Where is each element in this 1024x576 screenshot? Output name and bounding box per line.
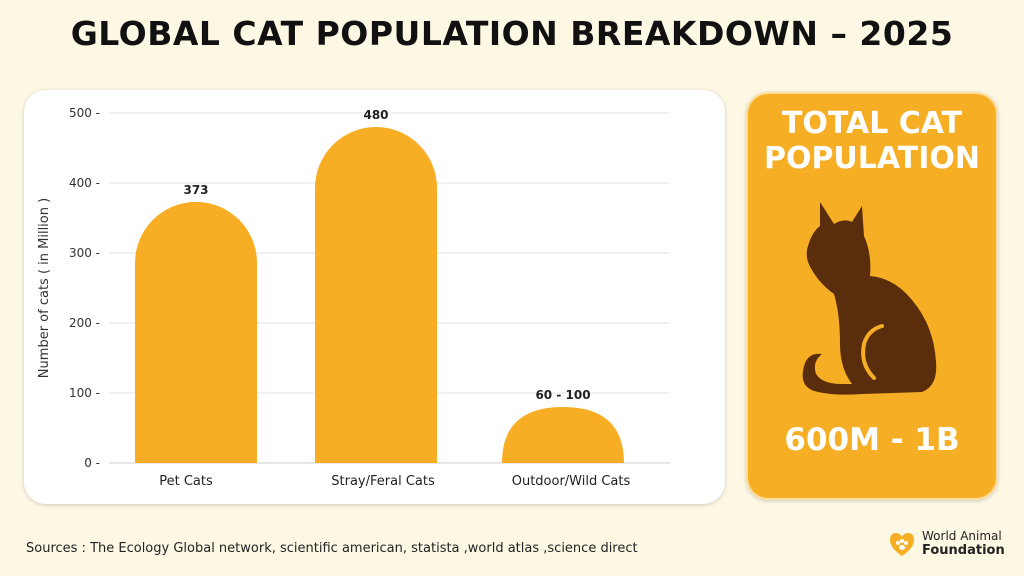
total-population-card: TOTAL CAT POPULATION 600M - 1B	[746, 92, 998, 500]
bar	[315, 127, 437, 463]
y-tick-label: 100 -	[69, 386, 100, 400]
total-value: 600M - 1B	[784, 422, 960, 458]
bar-chart: 0 - 100 - 200 - 300 - 400 - 500 - Number of ca…	[37, 106, 670, 489]
paw-heart-logo-icon	[890, 533, 914, 556]
total-title-line1: TOTAL CAT	[781, 106, 963, 141]
sources-text: Sources : The Ecology Global network, sc…	[26, 541, 638, 556]
x-tick-label: Outdoor/Wild Cats	[512, 474, 631, 489]
y-axis-label: Number of cats ( in Million )	[37, 198, 52, 378]
y-tick-label: 400 -	[69, 176, 100, 190]
total-card-title: TOTAL CAT POPULATION	[748, 106, 996, 176]
y-tick-label: 300 -	[69, 246, 100, 260]
data-label: 60 - 100	[535, 388, 590, 402]
y-tick-label: 0 -	[84, 456, 100, 470]
total-title-line2: POPULATION	[763, 141, 981, 176]
page-title: GLOBAL CAT POPULATION BREAKDOWN – 2025	[70, 14, 954, 53]
brand-logo: World Animal Foundation	[887, 527, 1007, 563]
cat-silhouette-icon	[802, 202, 937, 395]
logo-text-line2: Foundation	[922, 543, 1005, 558]
x-tick-label: Pet Cats	[159, 474, 213, 489]
data-label: 373	[183, 183, 208, 197]
data-label: 480	[363, 108, 388, 122]
bar	[135, 201, 257, 463]
y-tick-label: 200 -	[69, 316, 100, 330]
chart-card: 0 - 100 - 200 - 300 - 400 - 500 - Number of ca…	[24, 90, 725, 504]
y-tick-label: 500 -	[69, 106, 100, 120]
logo-text-line1: World Animal	[922, 529, 1002, 543]
x-tick-label: Stray/Feral Cats	[331, 474, 435, 489]
bar	[502, 407, 624, 463]
